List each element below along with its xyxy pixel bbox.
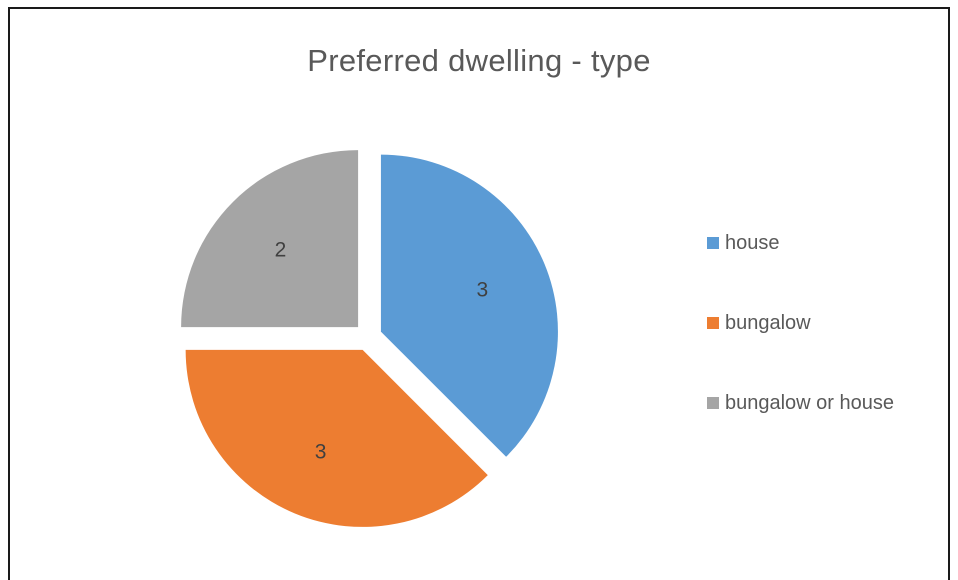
pie-slice-house — [380, 154, 558, 457]
legend-swatch — [707, 397, 719, 409]
pie-slice-bungalow-or-house — [181, 150, 359, 328]
legend-swatch — [707, 237, 719, 249]
chart-title: Preferred dwelling - type — [307, 43, 651, 78]
legend-swatch — [707, 317, 719, 329]
pie-chart: 3 3 2 — [181, 150, 558, 527]
legend-label: house — [725, 231, 780, 254]
data-label-bungalow-or-house: 2 — [275, 239, 287, 262]
chart-legend: house bungalow bungalow or house — [707, 231, 894, 471]
data-label-bungalow: 3 — [315, 440, 327, 463]
legend-label: bungalow or house — [725, 391, 895, 414]
legend-item-house: house — [707, 231, 894, 255]
legend-label: bungalow — [725, 311, 811, 334]
legend-item-bungalow-or-house: bungalow or house — [707, 391, 894, 415]
pie-slice-bungalow — [185, 349, 488, 527]
data-label-house: 3 — [476, 279, 488, 302]
chart-area: Preferred dwelling - type 3 3 2 house bunga… — [8, 7, 950, 580]
legend-item-bungalow: bungalow — [707, 311, 894, 335]
